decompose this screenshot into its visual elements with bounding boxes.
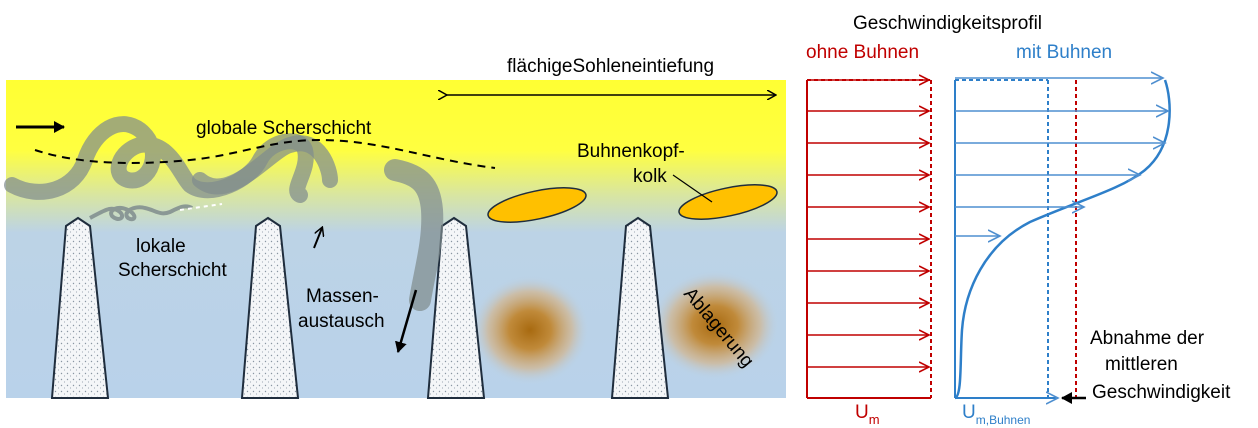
small-up-arrow — [313, 228, 322, 249]
decrease-label-line3: Geschwindigkeit — [1092, 382, 1231, 403]
profile-title: Geschwindigkeitsprofil — [853, 13, 1042, 34]
profile-with-groynes: Um,Buhnen — [954, 78, 1171, 427]
red-velocity-arrows — [807, 80, 929, 367]
um-subscript: m — [869, 412, 880, 427]
local-shear-vortices — [89, 204, 193, 222]
global-shear-label: globale Scherschicht — [196, 118, 372, 139]
decrease-label-line2: mittleren — [1105, 354, 1178, 375]
um-label: Um — [855, 402, 880, 427]
groyne-4 — [610, 216, 670, 399]
without-groynes-label: ohne Buhnen — [806, 42, 919, 63]
groyne-1 — [50, 216, 110, 399]
um-groynes-subscript: m,Buhnen — [976, 413, 1031, 427]
deposition-zone-2 — [650, 270, 780, 380]
blue-velocity-arrows — [955, 78, 1168, 236]
scour-pointer-line — [672, 174, 713, 203]
mass-exchange-band — [384, 159, 444, 311]
with-groynes-label: mit Buhnen — [1016, 42, 1112, 63]
scour-label-line2: kolk — [633, 166, 667, 187]
blue-velocity-profile — [954, 79, 1171, 400]
local-shear-label-line1: lokale — [136, 236, 186, 257]
mass-exchange-arrow — [395, 289, 418, 353]
groynes — [50, 216, 670, 399]
mass-exchange-label-line2: austausch — [298, 311, 385, 332]
global-shear-line — [34, 138, 496, 169]
um-symbol: U — [855, 402, 869, 423]
scour-ellipse-1 — [487, 187, 587, 223]
deposition-zone-1 — [470, 275, 590, 385]
profile-without-groynes: Um — [806, 80, 932, 427]
velocity-profile-panel: Geschwindigkeitsprofil ohne Buhnen mit B… — [806, 13, 1231, 427]
scour-ellipse-2 — [678, 184, 778, 220]
decrease-label-line1: Abnahme der — [1090, 328, 1205, 349]
groyne-2 — [240, 216, 300, 399]
surface-erosion-label: flächigeSohleneintiefung — [507, 56, 714, 77]
um-groynes-symbol: U — [962, 402, 976, 423]
um-groynes-label: Um,Buhnen — [962, 402, 1030, 427]
mass-exchange-label-line1: Massen- — [306, 286, 379, 307]
local-shear-dashes — [179, 203, 223, 211]
vortex-band-2 — [192, 135, 338, 195]
local-shear-label-line2: Scherschicht — [118, 260, 227, 281]
scour-label-line1: Buhnenkopf- — [577, 141, 685, 162]
